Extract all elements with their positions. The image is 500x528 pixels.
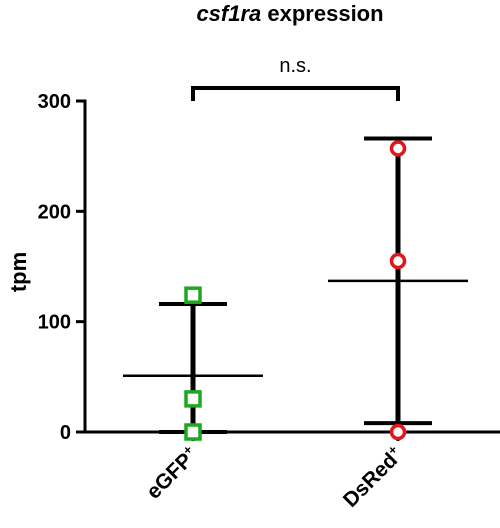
axes: 0 100 200 300 eGFP+ DsRed+ [38,91,500,512]
significance-bracket [191,86,400,101]
data-point [184,423,202,441]
data-groups [123,136,468,441]
significance-bracket-group: n.s. [191,55,400,101]
y-axis-label: tpm [6,252,31,292]
chart-title: csf1ra expression [0,0,500,28]
x-tick-label-text: DsRed [339,449,402,512]
chart-title-rest: expression [261,1,384,26]
y-tick-label: 0 [60,422,71,444]
data-point [184,390,202,408]
x-tick-label: DsRed+ [337,442,407,512]
significance-label: n.s. [279,55,311,77]
data-point [389,423,407,441]
group-egfp [123,286,263,441]
chart-title-gene: csf1ra [196,1,262,26]
data-point [389,140,407,157]
x-tick-label: eGFP+ [141,442,203,504]
group-dsred [328,136,468,441]
data-point [389,252,407,270]
y-tick-label: 200 [38,201,71,223]
y-tick-label: 100 [38,312,71,334]
y-tick-label: 300 [38,91,71,113]
data-point [184,286,202,304]
